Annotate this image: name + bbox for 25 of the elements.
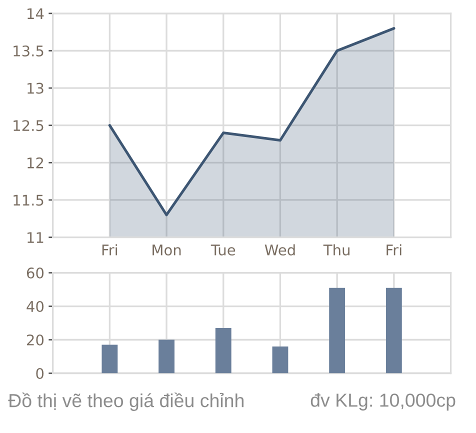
bar <box>102 344 118 374</box>
x-tick-label: Thu <box>323 244 350 256</box>
text: Đồ thị vẽ theo giá điều chỉnh <box>8 392 244 411</box>
y-tick-label: 11.5 <box>14 194 44 206</box>
x-tick-label: Wed <box>264 244 295 256</box>
y-tick-label: 0 <box>36 368 44 379</box>
x-tick-label: Mon <box>152 244 181 256</box>
bar <box>329 288 346 374</box>
bar <box>272 346 288 374</box>
y-tick-label: 12 <box>28 157 44 168</box>
y-tick-label: 14 <box>28 8 44 19</box>
bar <box>158 340 174 374</box>
x-tick-label: Tue <box>210 244 236 256</box>
y-tick-label: 60 <box>26 268 44 279</box>
text: đv KLg: 10,000cp <box>310 393 456 411</box>
y-tick-label: 20 <box>27 334 44 346</box>
y-tick-label: 12.5 <box>14 120 44 132</box>
bar <box>386 288 402 374</box>
y-tick-label: 13.5 <box>14 45 44 56</box>
x-tick-label: Fri <box>102 244 118 256</box>
y-tick-label: 13 <box>28 82 44 94</box>
x-tick-label: Fri <box>386 244 402 256</box>
bar <box>215 328 232 374</box>
y-tick-label: 40 <box>26 300 44 312</box>
y-tick-label: 11 <box>28 232 44 243</box>
